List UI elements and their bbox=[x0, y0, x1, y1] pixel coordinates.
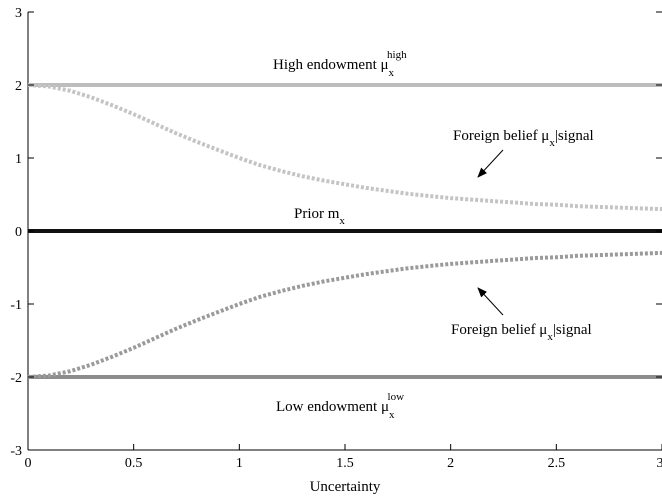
x-tick-label: 2.5 bbox=[548, 456, 566, 471]
y-tick-label: -2 bbox=[10, 371, 22, 386]
x-tick-label: 0.5 bbox=[125, 456, 143, 471]
series-belief-high-line bbox=[27, 83, 662, 212]
low-endowment-label: Low endowment μxlow bbox=[276, 391, 404, 421]
x-tick-label: 3 bbox=[657, 456, 662, 471]
series-layer bbox=[27, 83, 662, 379]
y-tick-label: 3 bbox=[15, 6, 22, 21]
x-tick-label: 0 bbox=[25, 456, 32, 471]
foreign-belief-upper-label: Foreign belief μx|signal bbox=[453, 128, 594, 149]
x-tick-label: 1.5 bbox=[336, 456, 354, 471]
lower-annotation-arrow bbox=[477, 287, 504, 316]
y-tick-label: 1 bbox=[15, 152, 22, 167]
x-tick-label: 1 bbox=[236, 456, 243, 471]
x-tick-label: 2 bbox=[447, 456, 454, 471]
upper-annotation-arrow bbox=[477, 149, 504, 178]
tick-layer: -3 -2 -1 0 1 2 3 0 0.5 1 1.5 2 2.5 3 bbox=[10, 6, 662, 471]
prior-label: Prior mx bbox=[294, 206, 345, 227]
y-tick-label: 0 bbox=[15, 225, 22, 240]
x-axis-title: Uncertainty bbox=[310, 479, 381, 495]
high-endowment-label: High endowment μxhigh bbox=[273, 49, 407, 79]
y-tick-label: 2 bbox=[15, 79, 22, 94]
foreign-belief-lower-label: Foreign belief μx|signal bbox=[451, 322, 592, 343]
series-belief-low-line bbox=[27, 250, 662, 379]
y-tick-label: -1 bbox=[10, 298, 22, 313]
y-tick-label: -3 bbox=[10, 444, 22, 459]
